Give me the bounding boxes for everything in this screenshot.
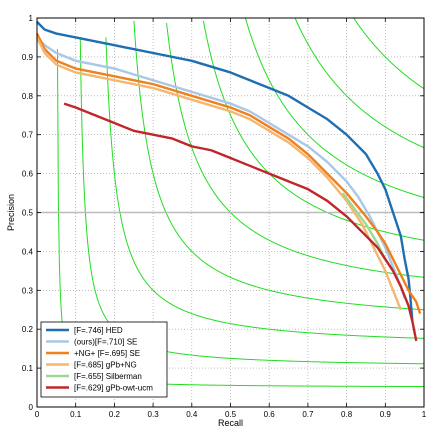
axis-ticks: 0 0.1 0.2 0.3 0.4 0.5 0.6 0.7 0.8 0.9 1 0 0.1 0.2 0.3 0… xyxy=(22,14,427,419)
y-tick-label: 0.3 xyxy=(22,286,34,295)
y-tick-label: 0.1 xyxy=(22,364,34,373)
legend-entry: [F=.629] gPb-owt-ucm xyxy=(74,384,153,393)
x-tick-label: 0.8 xyxy=(341,410,353,419)
y-axis-label: Precision xyxy=(6,194,16,231)
x-tick-label: 0 xyxy=(35,410,40,419)
x-tick-label: 0.2 xyxy=(109,410,121,419)
iso-f-curve xyxy=(133,20,425,311)
iso-f-curve xyxy=(105,37,425,339)
series-line-1 xyxy=(36,21,414,322)
iso-f-curve xyxy=(353,18,425,90)
x-tick-label: 0.3 xyxy=(148,410,160,419)
x-tick-label: 0.6 xyxy=(264,410,276,419)
y-tick-label: 0.2 xyxy=(22,325,34,334)
x-tick-label: 0.9 xyxy=(380,410,392,419)
legend-entry: [F=.655] Silberman xyxy=(74,372,142,381)
y-tick-label: 0 xyxy=(29,403,34,412)
x-axis-label: Recall xyxy=(218,418,243,428)
legend-entry: (ours)[F=.710] SE xyxy=(74,338,137,347)
y-tick-label: 0.7 xyxy=(22,131,34,140)
iso-f-curve xyxy=(294,18,425,149)
y-tick-label: 0.5 xyxy=(22,209,34,218)
y-tick-label: 1 xyxy=(29,14,34,23)
x-tick-label: 0.7 xyxy=(302,410,314,419)
series-lines xyxy=(35,21,422,342)
y-tick-label: 0.4 xyxy=(22,247,34,256)
legend-entry: [F=.685] gPb+NG xyxy=(74,361,137,370)
series-line-6 xyxy=(63,102,418,342)
x-tick-label: 1 xyxy=(422,410,427,419)
x-tick-label: 0.4 xyxy=(186,410,198,419)
legend-box xyxy=(40,321,168,398)
iso-f-curve xyxy=(166,23,425,278)
x-tick-label: 0.5 xyxy=(225,410,237,419)
x-tick-label: 0.1 xyxy=(70,410,82,419)
legend-entry: +NG+ [F=.695] SE xyxy=(74,349,140,358)
series-line-4 xyxy=(35,36,402,311)
legend: [F=.746] HED (ours)[F=.710] SE +NG+ [F=.69… xyxy=(40,321,168,398)
y-tick-label: 0.9 xyxy=(22,53,34,62)
series-line-3 xyxy=(35,33,422,315)
y-tick-label: 0.8 xyxy=(22,92,34,101)
legend-entry: [F=.746] HED xyxy=(74,326,123,335)
y-tick-label: 0.6 xyxy=(22,170,34,179)
iso-f-curve xyxy=(202,20,425,241)
